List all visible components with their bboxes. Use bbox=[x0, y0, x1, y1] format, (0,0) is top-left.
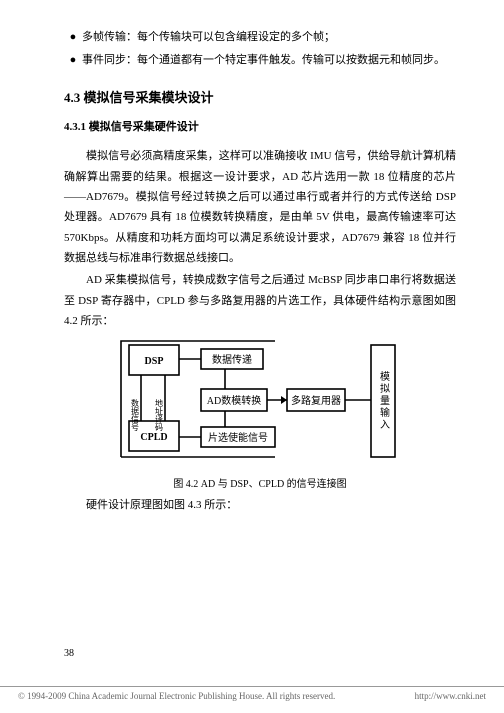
bullet-item: ● 事件同步：每个通道都有一个特定事件触发。传输可以按数据元和帧同步。 bbox=[64, 51, 456, 70]
addr-decode-label: 地址译码 bbox=[155, 399, 164, 433]
page-footer: © 1994-2009 China Academic Journal Elect… bbox=[0, 686, 504, 701]
ad-label: AD数模转换 bbox=[207, 394, 261, 407]
figure-caption: 图 4.2 AD 与 DSP、CPLD 的信号连接图 bbox=[64, 475, 456, 490]
data-signal-label: 数据信号 bbox=[131, 399, 140, 433]
paragraph: AD 采集模拟信号，转换成数字信号之后通过 McBSP 同步串口串行将数据送至 … bbox=[64, 270, 456, 331]
bullet-dot-icon: ● bbox=[64, 51, 82, 70]
data-trans-label: 数据传递 bbox=[212, 353, 252, 366]
dsp-label: DSP bbox=[145, 356, 164, 367]
bullet-dot-icon: ● bbox=[64, 28, 82, 47]
paragraph: 硬件设计原理图如图 4.3 所示： bbox=[64, 496, 456, 516]
mux-label: 多路复用器 bbox=[291, 394, 341, 407]
cs-label: 片选使能信号 bbox=[208, 431, 268, 444]
page-content: ● 多帧传输：每个传输块可以包含编程设定的多个帧； ● 事件同步：每个通道都有一… bbox=[0, 0, 504, 516]
footer-copyright: © 1994-2009 China Academic Journal Elect… bbox=[18, 691, 335, 701]
analog-in-label: 模拟量输入 bbox=[378, 371, 390, 431]
bullet-item: ● 多帧传输：每个传输块可以包含编程设定的多个帧； bbox=[64, 28, 456, 47]
page-number: 38 bbox=[64, 648, 74, 659]
cpld-label: CPLD bbox=[140, 432, 167, 443]
figure-diagram: DSP CPLD 数据信号 地址译码 数据传递 AD数模转换 片选使能 bbox=[115, 339, 405, 469]
paragraph: 模拟信号必须高精度采集，这样可以准确接收 IMU 信号，供给导航计算机精确解算出… bbox=[64, 146, 456, 268]
bullet-text: 多帧传输：每个传输块可以包含编程设定的多个帧； bbox=[82, 28, 456, 47]
footer-url: http://www.cnki.net bbox=[415, 691, 486, 701]
bullet-text: 事件同步：每个通道都有一个特定事件触发。传输可以按数据元和帧同步。 bbox=[82, 51, 456, 70]
subsection-heading: 4.3.1 模拟信号采集硬件设计 bbox=[64, 118, 456, 134]
section-heading: 4.3 模拟信号采集模块设计 bbox=[64, 87, 456, 106]
